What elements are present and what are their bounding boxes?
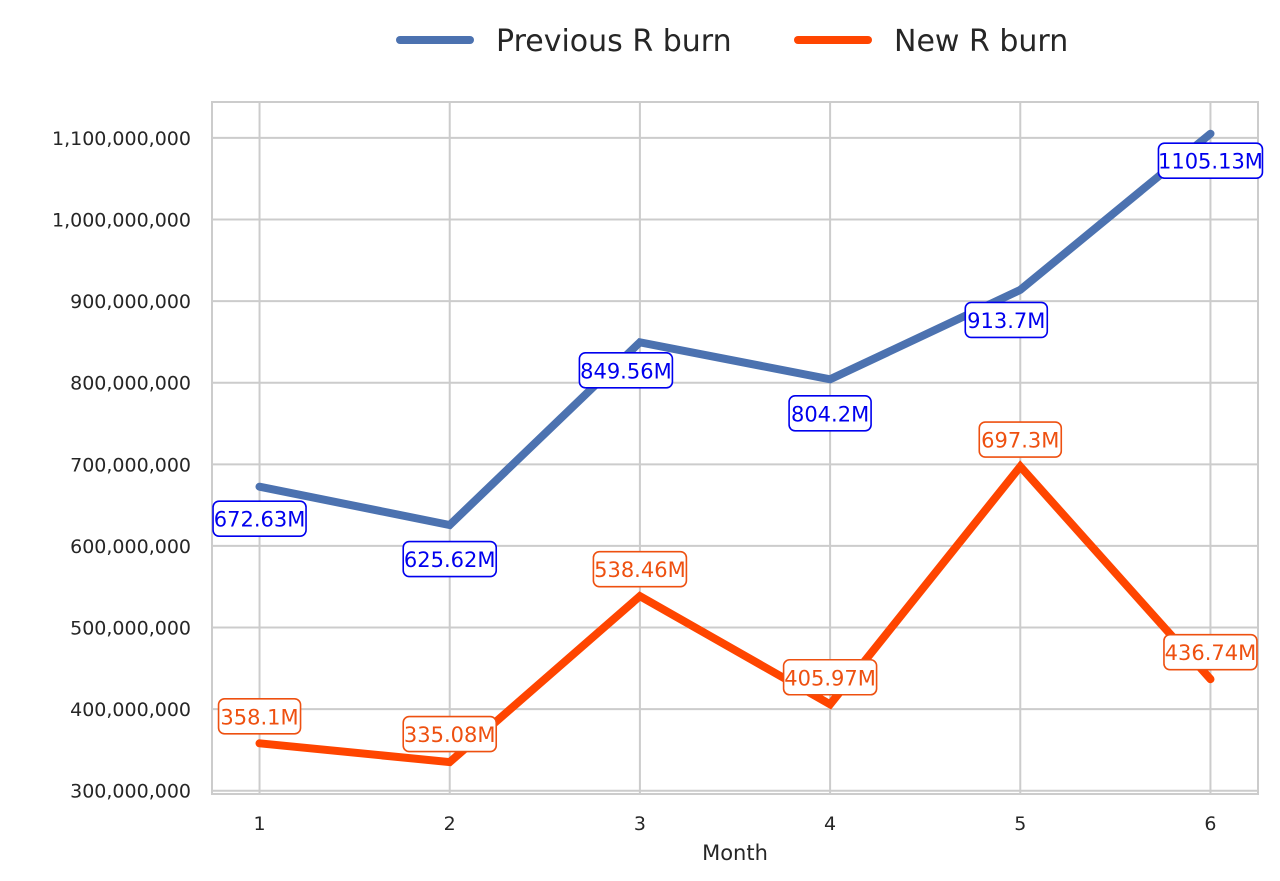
y-tick-label: 500,000,000 (70, 618, 191, 640)
data-label: 538.46M (592, 550, 688, 588)
data-label-text: 335.08M (404, 723, 496, 747)
y-tick-label: 600,000,000 (70, 536, 191, 558)
y-tick-label: 700,000,000 (70, 454, 191, 476)
data-label: 1105.13M (1157, 142, 1264, 180)
data-label-box (578, 351, 674, 389)
plot-area (211, 101, 1259, 795)
data-label-box (402, 715, 498, 753)
y-tick-label: 1,100,000,000 (52, 128, 191, 150)
data-label: 436.74M (1163, 633, 1258, 671)
data-label-text: 672.63M (214, 508, 306, 532)
data-label-box (978, 421, 1063, 458)
data-label-box (788, 394, 872, 432)
data-label: 697.3M (978, 421, 1063, 458)
series-lines (255, 129, 1215, 767)
data-label: 804.2M (788, 394, 872, 432)
data-label: 335.08M (402, 715, 498, 753)
grid (212, 102, 1258, 794)
data-label-text: 697.3M (981, 429, 1059, 453)
data-label-text: 1105.13M (1158, 150, 1263, 174)
legend-label: New R burn (894, 24, 1068, 59)
y-axis: 300,000,000 400,000,000 500,000,000 600,000… (52, 128, 191, 803)
series-line-1 (255, 460, 1215, 767)
data-label-box (217, 698, 302, 735)
y-tick-label: 800,000,000 (70, 373, 191, 395)
y-tick-label: 300,000,000 (70, 781, 191, 803)
series-line-0 (255, 129, 1215, 530)
legend-label: Previous R burn (496, 24, 732, 59)
data-label: 405.97M (782, 658, 878, 696)
data-label: 913.7M (964, 301, 1049, 339)
data-label-text: 358.1M (220, 705, 298, 729)
y-tick-label: 900,000,000 (70, 291, 191, 313)
x-tick-label: 2 (444, 813, 456, 835)
x-axis: 1 2 3 4 5 6 (253, 813, 1216, 835)
data-label-box (782, 658, 878, 696)
x-tick-label: 1 (253, 813, 265, 835)
data-label-text: 436.74M (1165, 641, 1257, 665)
data-label-box (1163, 633, 1258, 671)
data-label: 625.62M (402, 540, 498, 578)
data-label-text: 405.97M (784, 666, 876, 690)
x-tick-label: 5 (1014, 813, 1026, 835)
x-tick-label: 3 (634, 813, 646, 835)
data-label-box (402, 540, 498, 578)
x-axis-title: Month (702, 841, 768, 865)
data-label-text: 538.46M (594, 558, 686, 582)
data-label: 849.56M (578, 351, 674, 389)
x-tick-label: 4 (824, 813, 836, 835)
data-label-text: 849.56M (580, 359, 672, 383)
data-labels: 672.63M 625.62M 849.56M 804.2M 913.7M 1105.13… (212, 142, 1264, 753)
legend: Previous R burn New R burn (396, 24, 1068, 59)
data-label-box (1157, 142, 1264, 180)
data-label-box (964, 301, 1049, 339)
data-label: 358.1M (217, 698, 302, 735)
data-label-text: 913.7M (967, 309, 1045, 333)
y-tick-label: 400,000,000 (70, 699, 191, 721)
data-label-box (212, 500, 307, 537)
data-label-box (592, 550, 688, 588)
x-tick-label: 6 (1204, 813, 1216, 835)
legend-item: Previous R burn (396, 24, 732, 59)
data-label-text: 625.62M (404, 548, 496, 572)
data-label-text: 804.2M (791, 402, 869, 426)
legend-item: New R burn (794, 24, 1068, 59)
y-tick-label: 1,000,000,000 (52, 210, 191, 232)
data-label: 672.63M (212, 500, 307, 537)
